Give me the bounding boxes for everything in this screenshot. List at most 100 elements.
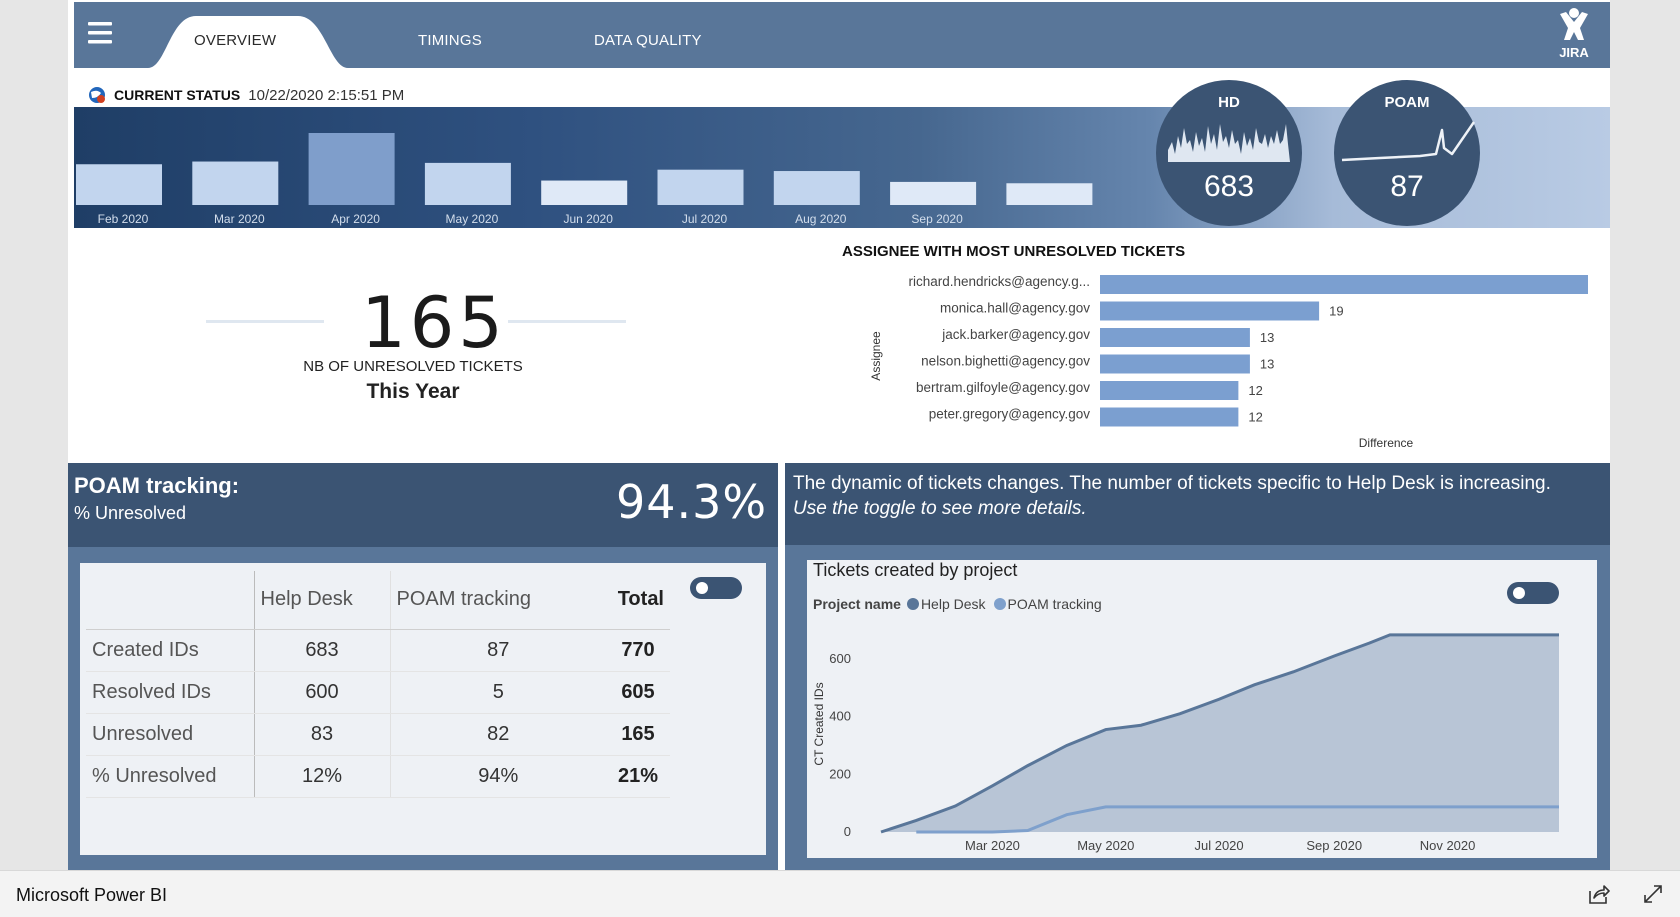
- row-label: Resolved IDs: [86, 671, 255, 714]
- monthly-bar[interactable]: [1006, 183, 1093, 205]
- poam-header: POAM tracking: % Unresolved 94.3%: [68, 463, 778, 547]
- status-timestamp: 10/22/2020 2:15:51 PM: [248, 86, 405, 104]
- dynamic-panel: The dynamic of tickets changes. The numb…: [785, 463, 1610, 870]
- kpi-period-label: This Year: [366, 380, 460, 403]
- hd-badge-title: HD: [1218, 94, 1240, 111]
- y-tick-label: 0: [844, 824, 851, 839]
- legend-title: Project name: [813, 596, 901, 612]
- globe-icon: [89, 87, 105, 103]
- x-tick-label: Sep 2020: [1306, 838, 1362, 853]
- monthly-bar[interactable]: [76, 164, 162, 205]
- assignee-value: 13: [1260, 330, 1274, 345]
- matrix-toggle[interactable]: [690, 577, 742, 599]
- table-row: Unresolved 83 82 165: [86, 713, 670, 756]
- assignee-x-axis-label: Difference: [1359, 436, 1414, 450]
- help-desk-line[interactable]: [880, 633, 1559, 834]
- monthly-bar[interactable]: [424, 162, 511, 205]
- poam-title: POAM tracking:: [74, 473, 240, 498]
- assignee-label: peter.gregory@agency.gov: [929, 407, 1091, 422]
- assignee-value: 12: [1248, 410, 1262, 425]
- assignee-label: richard.hendricks@agency.g...: [908, 274, 1090, 289]
- x-tick-label: Mar 2020: [965, 838, 1020, 853]
- tab-timings[interactable]: TIMINGS: [418, 32, 482, 49]
- monthly-bar-label: Jul 2020: [682, 212, 728, 226]
- app-name: Microsoft Power BI: [16, 885, 168, 905]
- y-tick-label: 200: [829, 766, 851, 781]
- assignee-label: monica.hall@agency.gov: [940, 301, 1090, 316]
- chart-toggle[interactable]: [1507, 582, 1559, 604]
- matrix-header-help-desk[interactable]: Help Desk: [254, 571, 391, 630]
- assignee-bar[interactable]: [1100, 328, 1250, 347]
- matrix-header-blank: [86, 571, 255, 630]
- monthly-bar-strip: Feb 2020 Mar 2020 Apr 2020 May 2020 Jun 2020…: [76, 133, 1093, 226]
- kpi-left-line: [206, 320, 324, 323]
- assignee-chart-title: ASSIGNEE WITH MOST UNRESOLVED TICKETS: [842, 243, 1186, 260]
- legend-item-help-desk[interactable]: Help Desk: [920, 596, 986, 612]
- assignee-label: bertram.gilfoyle@agency.gov: [916, 380, 1090, 395]
- row-label: Unresolved: [86, 713, 255, 756]
- cell-total: 165: [606, 713, 670, 756]
- assignee-bar-chart: Assignee Difference richard.hendricks@ag…: [869, 274, 1588, 450]
- assignee-value: 13: [1260, 357, 1274, 372]
- active-tab-shape: [148, 16, 348, 68]
- monthly-bar[interactable]: [308, 133, 395, 205]
- y-tick-label: 600: [829, 651, 851, 666]
- assignee-bar[interactable]: [1100, 354, 1250, 374]
- poam-percent-value: 94.3%: [616, 475, 768, 529]
- matrix-header-poam[interactable]: POAM tracking: [390, 571, 606, 630]
- fullscreen-icon[interactable]: [1642, 883, 1664, 905]
- x-tick-label: May 2020: [1077, 838, 1134, 853]
- matrix-card: Help Desk POAM tracking Total Created ID…: [80, 563, 766, 855]
- status-label: CURRENT STATUS: [114, 87, 241, 103]
- created-chart-legend: Project name Help Desk POAM tracking: [813, 596, 1102, 612]
- dynamic-hint: Use the toggle to see more details.: [793, 498, 1087, 519]
- monthly-bar-label: Feb 2020: [98, 212, 149, 226]
- cell-help-desk: 600: [254, 671, 391, 714]
- cell-help-desk: 83: [254, 713, 391, 756]
- tab-overview[interactable]: OVERVIEW: [194, 32, 277, 49]
- assignee-bar[interactable]: [1100, 407, 1239, 427]
- monthly-bar[interactable]: [541, 180, 628, 205]
- tickets-matrix: Help Desk POAM tracking Total Created ID…: [86, 571, 670, 798]
- toggle-knob: [1513, 587, 1525, 599]
- poam-line[interactable]: [916, 805, 1559, 834]
- cell-total: 770: [606, 629, 670, 672]
- cell-help-desk: 12%: [254, 755, 391, 798]
- legend-dot-poam: [993, 598, 1006, 610]
- y-tick-label: 400: [829, 709, 851, 724]
- matrix-header-row: Help Desk POAM tracking Total: [86, 571, 670, 630]
- assignee-bar[interactable]: [1100, 381, 1239, 400]
- cell-poam: 5: [390, 671, 606, 714]
- share-icon[interactable]: [1588, 883, 1610, 905]
- monthly-bar[interactable]: [657, 169, 744, 205]
- row-label: Created IDs: [86, 629, 255, 672]
- cell-poam: 94%: [390, 755, 606, 798]
- assignee-bar[interactable]: [1100, 301, 1320, 321]
- monthly-bar-label: Mar 2020: [214, 212, 265, 226]
- assignee-bar[interactable]: [1100, 275, 1588, 294]
- cell-poam: 87: [390, 629, 606, 672]
- hd-badge-value: 683: [1203, 170, 1255, 203]
- created-y-axis-label: CT Created IDs: [812, 682, 826, 765]
- assignee-label: jack.barker@agency.gov: [941, 327, 1090, 342]
- poam-subtitle: % Unresolved: [74, 503, 187, 523]
- x-tick-label: Jul 2020: [1194, 838, 1243, 853]
- legend-item-poam[interactable]: POAM tracking: [1007, 596, 1102, 612]
- table-row: Created IDs 683 87 770: [86, 629, 670, 672]
- poam-badge-value: 87: [1390, 170, 1424, 203]
- toggle-knob: [696, 582, 708, 594]
- kpi-unresolved-label: NB OF UNRESOLVED TICKETS: [303, 358, 523, 375]
- created-chart-card: Tickets created by project Project name …: [807, 560, 1597, 858]
- status-row: CURRENT STATUS 10/22/2020 2:15:51 PM: [88, 84, 404, 106]
- cell-poam: 82: [390, 713, 606, 756]
- monthly-bar[interactable]: [773, 171, 860, 205]
- monthly-bar-label: Jun 2020: [564, 212, 614, 226]
- monthly-bar[interactable]: [890, 181, 977, 205]
- x-tick-label: Nov 2020: [1420, 838, 1476, 853]
- tab-data-quality[interactable]: DATA QUALITY: [594, 32, 702, 49]
- monthly-bar[interactable]: [192, 161, 279, 205]
- matrix-header-total[interactable]: Total: [606, 571, 670, 630]
- monthly-bar-label: Sep 2020: [911, 212, 963, 226]
- menu-icon[interactable]: [88, 22, 112, 44]
- poam-panel: POAM tracking: % Unresolved 94.3% Help D…: [68, 463, 778, 870]
